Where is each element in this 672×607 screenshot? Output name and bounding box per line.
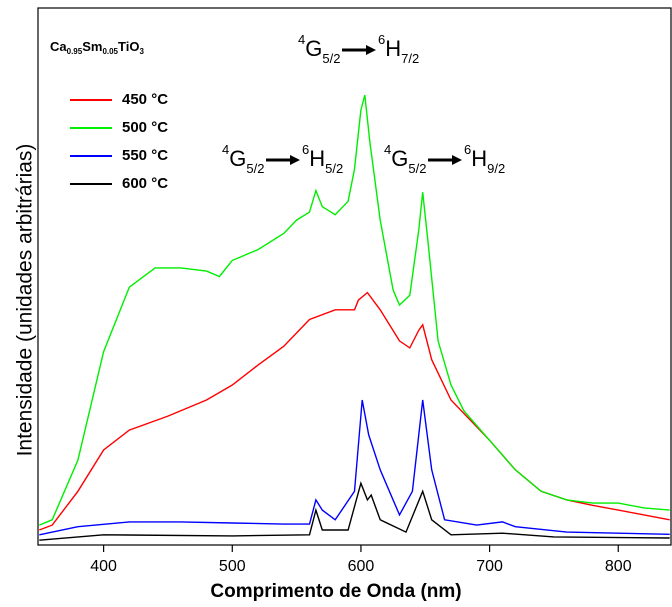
term: H (309, 146, 325, 171)
superscript: 6 (378, 32, 385, 47)
subscript: 9/2 (487, 161, 505, 176)
annotation: 6H7/2 (378, 32, 419, 66)
series-line (39, 291, 670, 531)
legend-label: 550 °C (122, 147, 168, 164)
x-tick-label: 400 (90, 558, 117, 575)
annotation-arrowhead (290, 155, 300, 165)
formula-part: Ca (50, 39, 67, 54)
series-line (39, 399, 670, 536)
series-line (39, 480, 670, 541)
series-line (39, 94, 670, 526)
superscript: 4 (222, 142, 229, 157)
term: G (391, 146, 408, 171)
x-tick-label: 800 (605, 558, 632, 575)
sample-label: Ca0.95Sm0.05TiO3 (50, 39, 144, 56)
term: G (229, 146, 246, 171)
annotation: 4G5/2 (222, 142, 264, 176)
legend-label: 450 °C (122, 91, 168, 108)
legend-label: 600 °C (122, 175, 168, 192)
plot-frame (37, 7, 672, 546)
annotation: 4G5/2 (298, 32, 340, 66)
subscript: 5/2 (325, 161, 343, 176)
annotation-arrowhead (452, 155, 462, 165)
subscript: 5/2 (408, 161, 426, 176)
subscript: 0.95 (67, 47, 83, 56)
term: H (385, 36, 401, 61)
x-axis-label: Comprimento de Onda (nm) (210, 581, 461, 602)
subscript: 5/2 (246, 161, 264, 176)
term: H (471, 146, 487, 171)
subscript: 7/2 (401, 51, 419, 66)
formula-part: Sm (82, 39, 102, 54)
term: G (305, 36, 322, 61)
annotation: 4G5/2 (384, 142, 426, 176)
x-tick-label: 500 (219, 558, 246, 575)
subscript: 5/2 (322, 51, 340, 66)
annotation: 6H9/2 (464, 142, 505, 176)
annotation: 6H5/2 (302, 142, 343, 176)
x-tick-label: 700 (476, 558, 503, 575)
subscript: 3 (139, 47, 144, 56)
y-axis-label: Intensidade (unidades arbitrárias) (14, 144, 37, 457)
superscript: 4 (384, 142, 391, 157)
superscript: 4 (298, 32, 305, 47)
legend-label: 500 °C (122, 119, 168, 136)
annotation-arrowhead (366, 45, 376, 55)
superscript: 6 (302, 142, 309, 157)
x-tick-label: 600 (348, 558, 375, 575)
subscript: 0.05 (102, 47, 118, 56)
formula-part: TiO (118, 39, 139, 54)
superscript: 6 (464, 142, 471, 157)
